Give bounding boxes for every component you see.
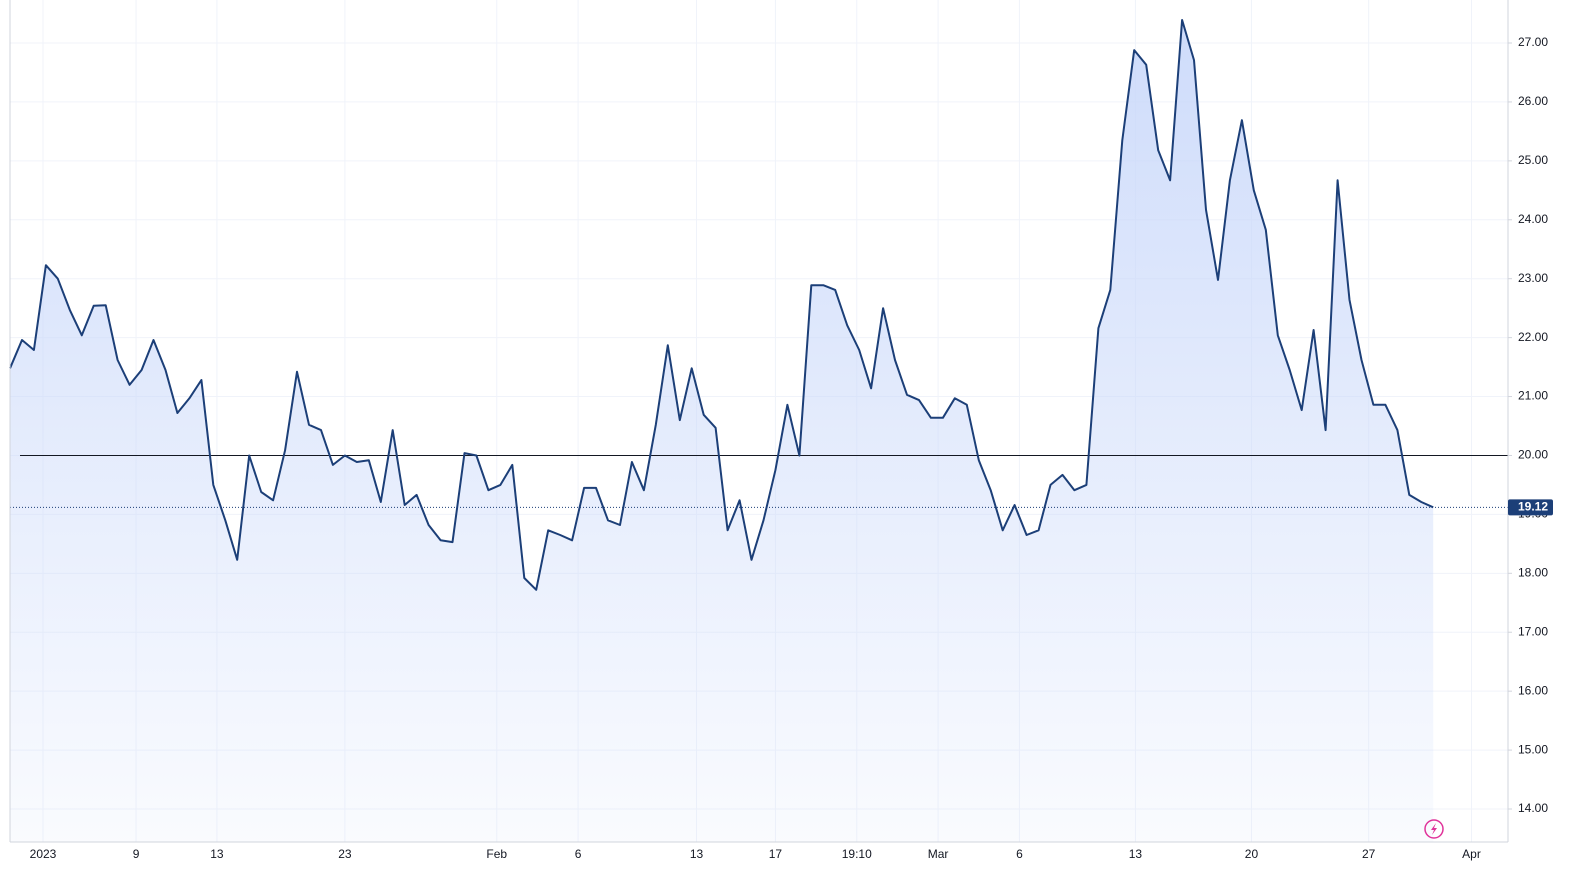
x-tick-label: 6 bbox=[575, 847, 582, 861]
x-tick-label: 19:10 bbox=[842, 847, 872, 861]
y-tick-label: 24.00 bbox=[1518, 212, 1548, 226]
y-tick-label: 16.00 bbox=[1518, 683, 1548, 697]
line bbox=[9, 19, 1434, 591]
y-tick-label: 23.00 bbox=[1518, 271, 1548, 285]
y-tick-label: 17.00 bbox=[1518, 624, 1548, 638]
y-tick-label: 27.00 bbox=[1518, 35, 1548, 49]
logo bbox=[1424, 819, 1444, 839]
y-tick-label: 18.00 bbox=[1518, 565, 1548, 579]
x-tick-label: 27 bbox=[1362, 847, 1376, 861]
x-tick-label: 17 bbox=[769, 847, 783, 861]
x-tick-label: 13 bbox=[210, 847, 224, 861]
last-value-label: 19.12 bbox=[1518, 499, 1548, 513]
y-tick-label: 20.00 bbox=[1518, 448, 1548, 462]
y-tick-label: 15.00 bbox=[1518, 742, 1548, 756]
x-tick-label: 6 bbox=[1016, 847, 1023, 861]
x-tick-label: 13 bbox=[1129, 847, 1143, 861]
y-tick-label: 22.00 bbox=[1518, 330, 1548, 344]
area bbox=[10, 20, 1434, 842]
x-tick-label: 13 bbox=[690, 847, 704, 861]
x-tick-label: 2023 bbox=[30, 847, 57, 861]
last-value-box bbox=[1508, 499, 1553, 516]
y-tick-label: 14.00 bbox=[1518, 801, 1548, 815]
y-tick-label: 21.00 bbox=[1518, 389, 1548, 403]
x-tick-label: Apr bbox=[1462, 847, 1481, 861]
x-tick-label: 23 bbox=[338, 847, 352, 861]
x-tick-label: Mar bbox=[928, 847, 949, 861]
y-tick-label: 25.00 bbox=[1518, 153, 1548, 167]
x-tick-label: Feb bbox=[486, 847, 507, 861]
x-tick-label: 20 bbox=[1245, 847, 1259, 861]
y-tick-label: 26.00 bbox=[1518, 94, 1548, 108]
x-tick-label: 9 bbox=[133, 847, 140, 861]
